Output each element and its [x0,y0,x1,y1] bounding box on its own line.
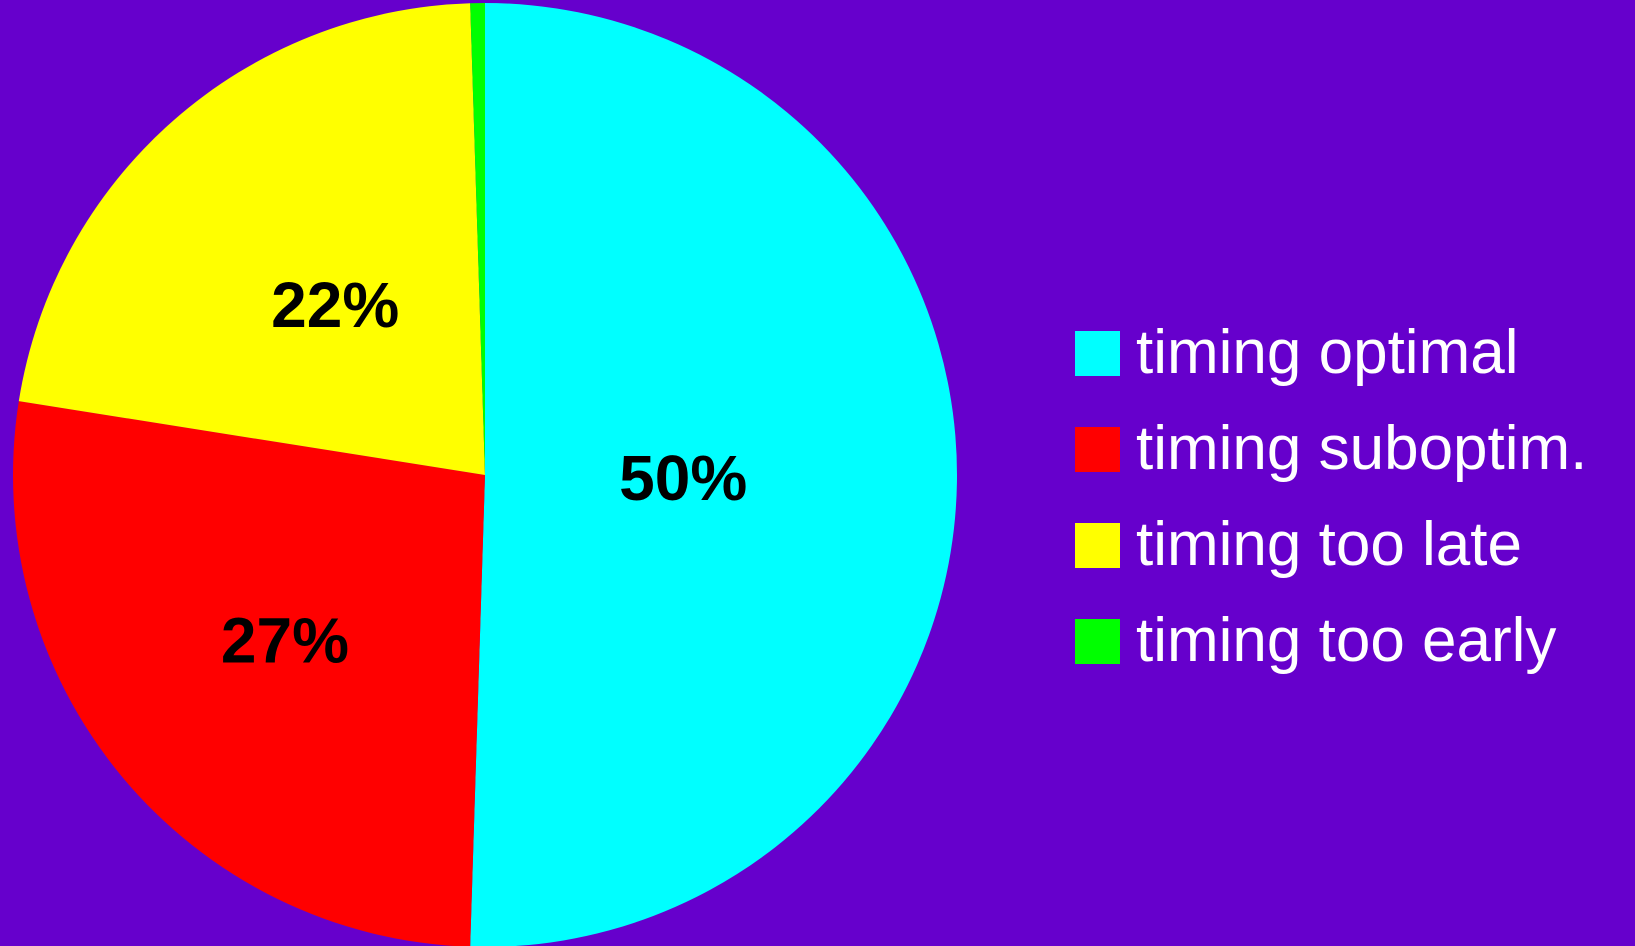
slice-percent-label: 50% [619,442,747,514]
legend-swatch [1075,426,1120,472]
slice-percent-label: 22% [271,269,399,341]
legend-label: timing too early [1136,606,1557,675]
legend-item: timing suboptim. [1075,401,1635,497]
legend-item: timing too early [1075,593,1635,689]
legend-swatch [1075,330,1120,376]
pie-slice-timing-too-early [470,3,485,475]
pie-slice-timing-suboptim [13,401,485,946]
chart-legend: timing optimal timing suboptim. timing too… [1075,305,1635,689]
pie-slice-timing-optimal [470,3,958,946]
legend-label: timing too late [1136,510,1522,579]
legend-item: timing optimal [1075,305,1635,401]
legend-label: timing suboptim. [1136,414,1588,483]
pie-slice-timing-too-late [18,3,486,475]
pie-labels: 50% 27% 22% [221,269,747,676]
legend-item: timing too late [1075,497,1635,593]
legend-swatch [1075,618,1120,664]
slice-percent-label: 27% [221,604,349,676]
pie-slices [13,3,958,946]
legend-swatch [1075,522,1120,568]
legend-label: timing optimal [1136,318,1519,387]
